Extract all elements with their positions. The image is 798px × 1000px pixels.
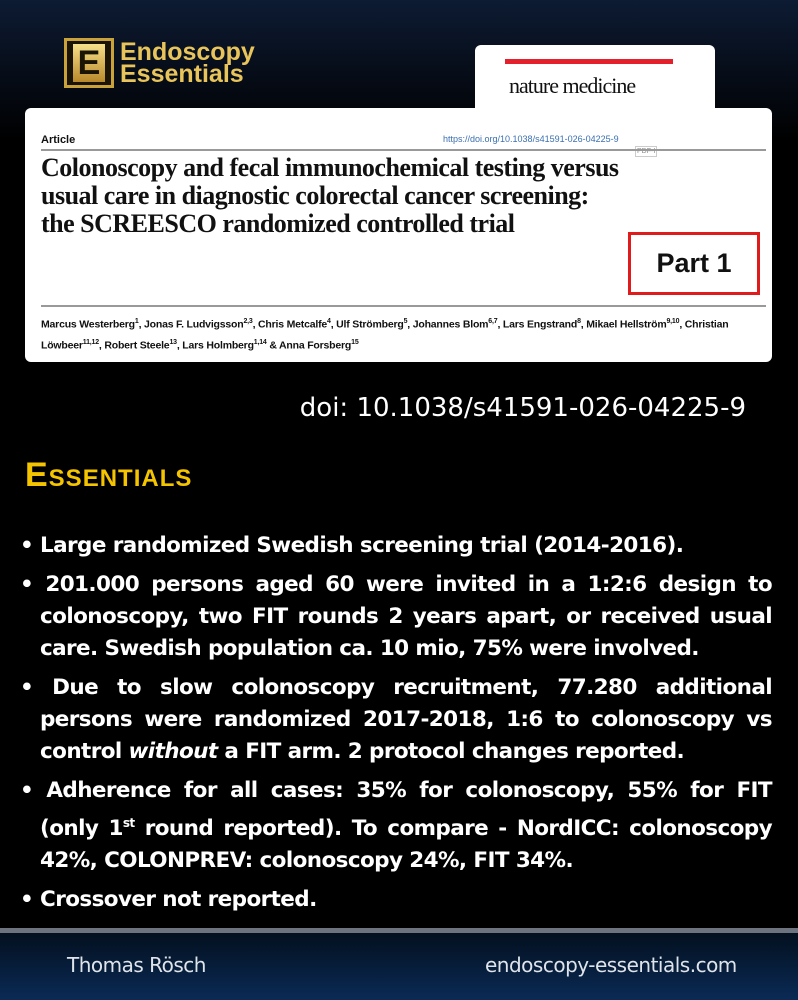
author: & Anna Forsberg xyxy=(266,339,352,351)
author: , Johannes Blom xyxy=(407,318,489,331)
author: , Robert Steele xyxy=(98,339,170,351)
logo-mark: E xyxy=(64,38,114,88)
author: , Chris Metcalfe xyxy=(252,318,328,331)
list-item: Large randomized Swedish screening trial… xyxy=(20,530,772,562)
superscript: st xyxy=(122,816,135,830)
text: a FIT arm. 2 protocol changes reported. xyxy=(217,739,685,764)
footer: Thomas Rösch endoscopy-essentials.com xyxy=(0,933,798,1000)
doi-text: doi: 10.1038/s41591-026-04225-9 xyxy=(299,393,746,423)
footer-author: Thomas Rösch xyxy=(67,953,206,977)
author-affiliation: 6,7 xyxy=(488,318,498,325)
footer-divider xyxy=(0,928,798,933)
author-affiliation: 5 xyxy=(403,318,408,325)
author-affiliation: 13 xyxy=(169,338,177,346)
author-affiliation: 8 xyxy=(577,318,581,325)
article-title: Colonoscopy and fecal immunochemical tes… xyxy=(41,153,619,238)
author: , Lars Engstrand xyxy=(497,318,578,331)
part-label: Part 1 xyxy=(628,232,760,295)
journal-name: nature medicine xyxy=(509,73,636,98)
divider xyxy=(41,149,766,151)
article-type: Article xyxy=(41,134,76,146)
author: Marcus Westerberg xyxy=(41,318,135,331)
divider xyxy=(41,305,766,307)
author: , Mikael Hellström xyxy=(580,318,667,331)
endoscopy-essentials-logo: E Endoscopy Essentials xyxy=(64,38,255,88)
author-affiliation: 9,10 xyxy=(666,318,680,325)
author-affiliation: 15 xyxy=(351,338,359,346)
journal-tab: nature medicine xyxy=(475,45,715,120)
bullet-list: Large randomized Swedish screening trial… xyxy=(20,530,773,923)
logo-letter: E xyxy=(73,44,105,82)
author-affiliation: 11,12 xyxy=(82,338,99,346)
author: , Jonas F. Ludvigsson xyxy=(138,318,244,331)
author: , Lars Holmberg xyxy=(176,339,254,351)
article-url[interactable]: https://doi.org/10.1038/s41591-026-04225… xyxy=(443,134,619,144)
text: round reported). To compare - NordICC: c… xyxy=(40,816,773,874)
author-affiliation: 4 xyxy=(327,318,331,325)
list-item: Adherence for all cases: 35% for colonos… xyxy=(20,775,773,877)
pdf-badge[interactable]: PDF-I xyxy=(635,146,658,157)
text: Due to slow colonoscopy recruitment, 77.… xyxy=(40,675,773,764)
logo-line2: Essentials xyxy=(120,60,244,88)
footer-website[interactable]: endoscopy-essentials.com xyxy=(485,953,737,977)
author-list: Marcus Westerberg1, Jonas F. Ludvigsson2… xyxy=(41,313,766,354)
author-affiliation: 1 xyxy=(134,318,139,325)
author-affiliation: 2,3 xyxy=(243,318,253,325)
text: Adherence for all cases: 35% for colonos… xyxy=(40,778,773,842)
author: , Christian Löwbeer xyxy=(41,318,729,352)
list-item: Due to slow colonoscopy recruitment, 77.… xyxy=(20,672,773,768)
author-affiliation: 1,14 xyxy=(253,338,267,346)
logo-line1: Endoscopy xyxy=(120,38,255,66)
list-item: 201.000 persons aged 60 were invited in … xyxy=(20,569,773,665)
list-item: Crossover not reported. xyxy=(20,884,772,916)
emphasis: without xyxy=(128,739,219,764)
author: , Ulf Strömberg xyxy=(330,318,404,331)
article-card: Article https://doi.org/10.1038/s41591-0… xyxy=(25,108,772,362)
section-heading: Essentials xyxy=(25,456,193,494)
journal-accent-bar xyxy=(505,59,673,64)
logo-text: Endoscopy Essentials xyxy=(120,38,255,88)
